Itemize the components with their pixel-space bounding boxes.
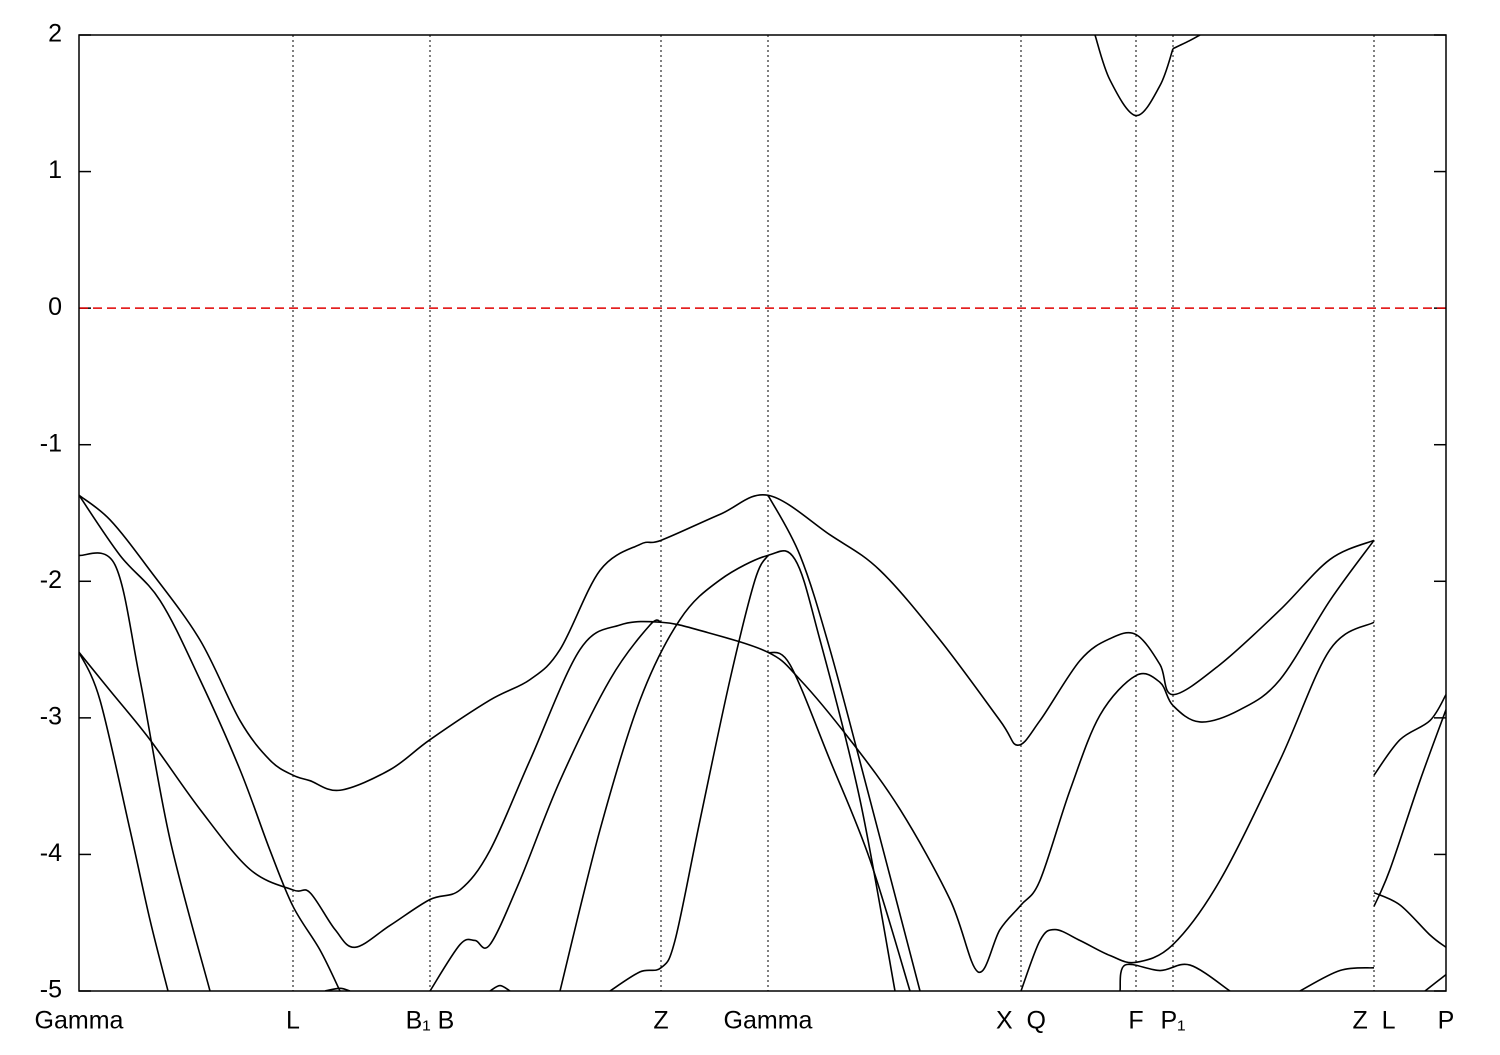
band-line	[1094, 35, 1174, 117]
x-tick-label: P	[1438, 1007, 1455, 1035]
band-line	[1424, 973, 1446, 991]
band-line	[324, 987, 351, 991]
grid	[78, 34, 1447, 992]
x-tick-label: P₁	[1160, 1007, 1185, 1035]
band-line	[1119, 963, 1231, 991]
band-line	[1373, 709, 1446, 907]
band-line	[767, 494, 921, 991]
x-tick-label: F	[1128, 1007, 1143, 1035]
plot-frame	[78, 34, 1447, 992]
y-tick-label: 1	[48, 156, 62, 184]
y-tick-label: -5	[40, 976, 62, 1004]
band-line	[609, 554, 769, 991]
band-line	[559, 550, 896, 991]
band-line	[79, 552, 211, 991]
x-tick-label: X Q	[996, 1007, 1046, 1035]
band-line	[79, 494, 341, 991]
x-tick-label: L	[286, 1007, 300, 1035]
band-line	[1172, 35, 1201, 50]
x-tick-label: Z L	[1352, 1007, 1395, 1035]
bands	[79, 35, 1446, 991]
band-line	[767, 651, 911, 991]
band-line	[429, 619, 662, 991]
y-tick-label: 2	[48, 20, 62, 48]
band-line	[79, 493, 1375, 792]
y-tick-label: -1	[40, 429, 62, 457]
y-tick-label: -3	[40, 702, 62, 730]
y-tick-label: -2	[40, 566, 62, 594]
x-tick-label: Gamma	[724, 1007, 813, 1035]
x-tick-label: B₁ B	[406, 1007, 455, 1035]
band-line	[1299, 966, 1375, 991]
band-line	[79, 651, 169, 991]
y-tick-label: -4	[40, 839, 62, 867]
x-tick-label: Z	[653, 1007, 668, 1035]
labels: -5 -4 -3 -2 -1 0 1 2 Gamma L B₁ B Z Gamma X Q F P₁ Z L P	[35, 20, 1455, 1035]
band-line	[1373, 891, 1446, 948]
band-line	[489, 984, 511, 991]
band-line	[79, 539, 1375, 973]
band-line	[1020, 621, 1375, 991]
x-tick-label: Gamma	[35, 1007, 124, 1035]
y-tick-label: 0	[48, 293, 62, 321]
band-line	[1373, 694, 1446, 776]
